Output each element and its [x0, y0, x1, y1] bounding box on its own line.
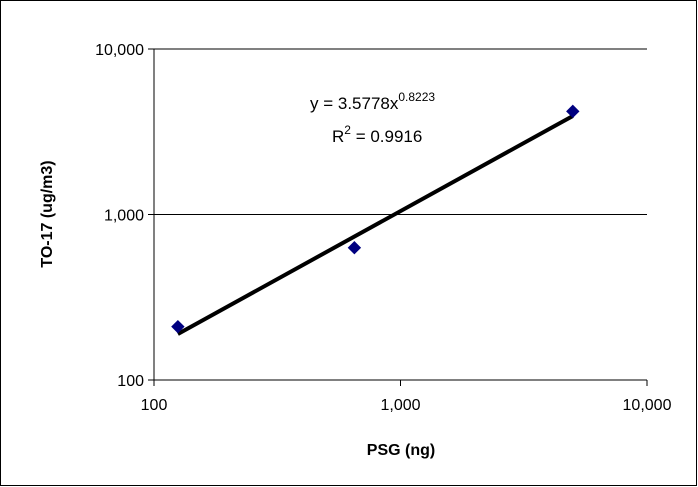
x-tick-label-10000: 10,000 [623, 397, 672, 414]
r-squared-label: R2 = 0.9916 [332, 123, 422, 146]
x-tick-label-1000: 1,000 [380, 397, 420, 414]
tick-labels: 100 1,000 10,000 100 1,000 10,000 [95, 42, 672, 414]
data-point-1 [347, 241, 362, 255]
gridlines [154, 48, 647, 215]
r-squared-base: R [332, 127, 344, 146]
r-squared-value: = 0.9916 [351, 127, 422, 146]
y-axis-title: TO-17 (ug/m3) [39, 160, 56, 267]
trendline-equation: y = 3.5778x0.8223 [310, 90, 435, 113]
equation-base: y = 3.5778x [310, 94, 399, 113]
x-axis-title: PSG (ng) [367, 442, 435, 459]
data-points [171, 104, 580, 334]
y-tick-label-10000: 10,000 [95, 42, 144, 59]
data-point-0 [171, 319, 185, 334]
trendline-layer [176, 114, 574, 336]
r-squared-exponent: 2 [344, 123, 351, 137]
y-tick-label-100: 100 [117, 373, 144, 390]
y-tick-label-1000: 1,000 [104, 208, 144, 225]
equation-exponent: 0.8223 [398, 90, 435, 104]
x-tick-label-100: 100 [141, 397, 168, 414]
trendline [176, 114, 574, 336]
axes [148, 48, 648, 386]
data-point-2 [566, 104, 580, 119]
